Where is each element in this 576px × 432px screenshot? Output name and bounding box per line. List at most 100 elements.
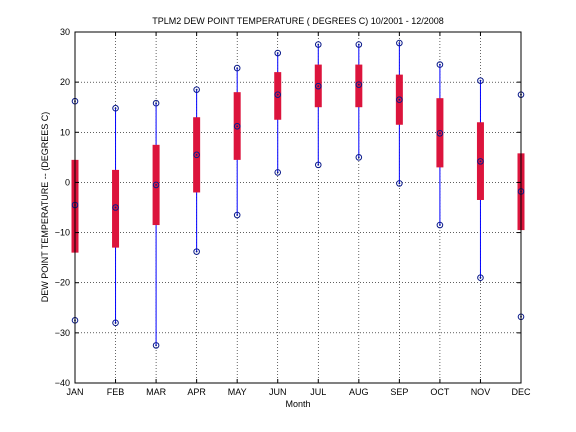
max-marker xyxy=(233,64,241,72)
x-tick-label: AUG xyxy=(349,387,369,397)
median-marker xyxy=(112,204,119,211)
x-tick-label: SEP xyxy=(390,387,408,397)
median-marker-dot xyxy=(276,93,279,96)
iqr-box xyxy=(112,169,120,248)
min-marker xyxy=(436,221,444,229)
box-feb xyxy=(112,104,120,327)
min-marker-dot xyxy=(398,182,401,185)
max-marker-dot xyxy=(155,102,157,105)
min-marker-dot xyxy=(439,224,441,226)
min-marker-dot xyxy=(155,344,157,347)
max-marker-dot xyxy=(357,43,360,46)
plot-area-frame xyxy=(74,31,522,384)
iqr-box xyxy=(274,72,282,120)
y-axis-ticks: −40 −30 −20 −10 0 10 20 30 xyxy=(55,27,521,388)
x-tick-label: DEC xyxy=(511,387,531,397)
max-marker-dot xyxy=(195,88,198,91)
median-marker-dot xyxy=(114,206,117,209)
chart-title: TPLM2 DEW POINT TEMPERATURE ( DEGREES C)… xyxy=(152,16,444,26)
box-apr xyxy=(193,86,201,255)
median-marker xyxy=(355,81,363,88)
max-marker xyxy=(477,77,484,84)
median-marker xyxy=(396,96,403,103)
max-marker-dot xyxy=(398,42,401,44)
y-tick-label: −40 xyxy=(55,378,70,388)
x-tick-label: FEB xyxy=(107,387,125,397)
x-tick-label: JUL xyxy=(310,387,326,397)
min-marker xyxy=(274,169,282,176)
box-may xyxy=(233,64,241,219)
median-marker-dot xyxy=(439,132,441,135)
median-marker xyxy=(477,158,484,165)
max-marker xyxy=(152,99,160,107)
max-marker-dot xyxy=(236,67,239,70)
min-marker xyxy=(477,274,484,282)
y-tick-label: −20 xyxy=(55,278,70,288)
median-marker-dot xyxy=(479,160,482,163)
max-marker xyxy=(314,41,322,48)
min-marker xyxy=(396,180,403,187)
y-tick-label: −10 xyxy=(55,228,70,238)
min-marker xyxy=(152,342,160,349)
min-marker-dot xyxy=(317,163,320,166)
box-jul xyxy=(314,41,322,169)
x-axis-title: Month xyxy=(285,399,310,409)
min-marker xyxy=(355,154,363,161)
x-tick-label: NOV xyxy=(471,387,491,397)
median-marker-dot xyxy=(317,85,320,88)
y-tick-label: 0 xyxy=(65,177,70,187)
x-tick-label: APR xyxy=(187,387,206,397)
box-oct xyxy=(436,61,444,229)
median-marker-dot xyxy=(236,125,239,128)
min-marker-dot xyxy=(479,276,482,279)
x-tick-label: OCT xyxy=(430,387,450,397)
box-sep xyxy=(395,39,403,187)
median-marker xyxy=(233,122,241,130)
max-marker-dot xyxy=(479,79,482,82)
min-marker xyxy=(233,211,241,219)
min-marker-dot xyxy=(114,321,117,324)
y-tick-label: −30 xyxy=(55,328,70,338)
max-marker xyxy=(193,86,200,93)
max-marker xyxy=(112,104,119,112)
median-marker xyxy=(314,82,322,90)
median-marker-dot xyxy=(195,153,198,156)
max-marker xyxy=(355,41,363,48)
x-tick-label: JAN xyxy=(66,387,83,397)
max-marker xyxy=(396,39,403,47)
y-tick-label: 20 xyxy=(60,77,70,87)
min-marker-dot xyxy=(236,214,239,216)
box-nov xyxy=(476,77,484,282)
min-marker-dot xyxy=(195,250,198,253)
median-marker xyxy=(193,151,200,159)
max-marker xyxy=(274,49,282,57)
median-marker xyxy=(274,91,282,98)
x-tick-label: MAY xyxy=(228,387,247,397)
median-marker-dot xyxy=(357,83,360,86)
median-marker xyxy=(152,181,160,189)
median-marker-dot xyxy=(398,98,401,101)
box-aug xyxy=(355,41,363,161)
x-tick-label: JUN xyxy=(269,387,287,397)
min-marker xyxy=(193,248,200,255)
min-marker-dot xyxy=(357,156,360,159)
y-axis-title: DEW POINT TEMPERATURE -- (DEGREES C) xyxy=(40,112,50,303)
x-axis-ticks: JAN FEB MAR APR MAY JUN JUL AUG SEP OCT NOV DEC xyxy=(66,32,531,397)
min-marker xyxy=(314,161,322,169)
max-marker-dot xyxy=(114,107,117,110)
iqr-box xyxy=(355,64,363,108)
box-mar xyxy=(152,99,160,349)
max-marker-dot xyxy=(317,43,320,46)
max-marker-dot xyxy=(439,63,441,66)
median-marker xyxy=(436,129,444,137)
max-marker xyxy=(436,61,444,68)
max-marker-dot xyxy=(276,52,279,54)
box-jun xyxy=(274,49,282,176)
median-marker-dot xyxy=(155,184,157,186)
y-tick-label: 30 xyxy=(60,27,70,37)
y-tick-label: 10 xyxy=(60,127,70,137)
x-tick-label: MAR xyxy=(146,387,167,397)
min-marker xyxy=(112,319,119,327)
